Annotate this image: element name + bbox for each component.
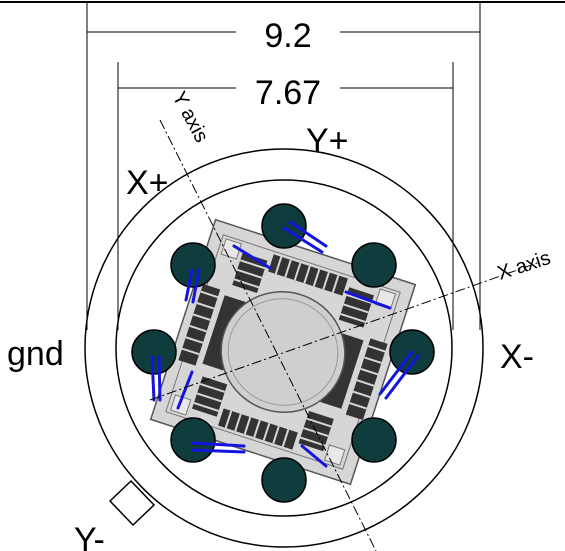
dimension-inner: 7.67: [117, 62, 454, 330]
pin-bottom: [261, 457, 307, 503]
x-minus-label: X-: [500, 338, 534, 376]
pin-lower-right: [351, 417, 397, 463]
pin-left: [131, 329, 177, 375]
bond-wires: [150, 220, 420, 468]
outer-dimension-label: 9.2: [264, 17, 311, 55]
y-minus-label: Y-: [74, 521, 105, 551]
y-axis-line: [159, 119, 377, 551]
y-axis-label: Y axis: [168, 88, 213, 146]
pin-upper-right: [351, 242, 397, 288]
x-axis-label: X axis: [495, 247, 554, 285]
x-axis-line: [149, 261, 541, 401]
inner-dimension-label: 7.67: [255, 74, 321, 112]
pin-lower-left: [170, 417, 216, 463]
dimension-outer: 9.2: [86, 2, 481, 330]
x-plus-label: X+: [126, 164, 169, 202]
package-outer-circle: [84, 148, 484, 548]
gnd-label: gnd: [7, 335, 64, 373]
bond-pins: [131, 203, 435, 503]
pin-top: [261, 203, 307, 249]
pin-upper-left: [170, 242, 216, 288]
y-plus-label: Y+: [306, 122, 349, 160]
package-inner-circle: [115, 179, 453, 517]
y-minus-tab: [108, 479, 156, 527]
